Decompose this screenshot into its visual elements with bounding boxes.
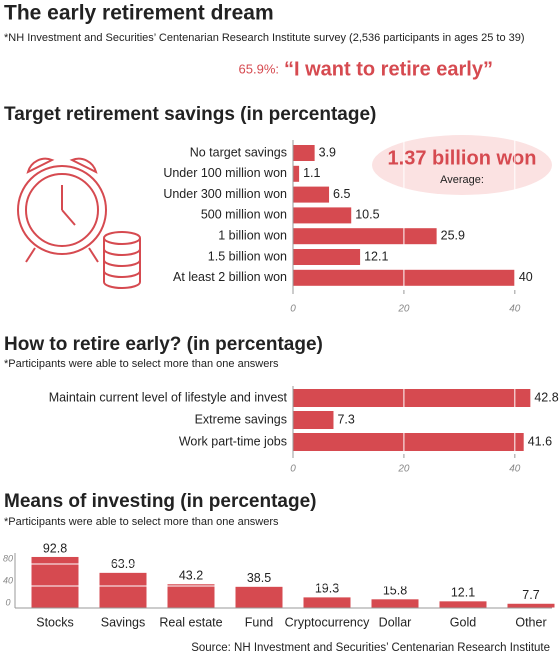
chart-title: Target retirement savings (in percentage… xyxy=(4,104,376,125)
annotation-text: 1.37 billion won xyxy=(388,147,537,169)
value-label: 15.8 xyxy=(383,584,407,598)
category-label: 1 billion won xyxy=(218,228,287,242)
y-tick-label: 0 xyxy=(5,597,10,607)
bar xyxy=(293,165,300,182)
value-label: 43.2 xyxy=(179,569,203,583)
chart-note: *Participants were able to select more t… xyxy=(4,516,279,528)
value-label: 12.1 xyxy=(364,249,388,263)
source: Source: NH Investment and Securities’ Ce… xyxy=(191,642,550,654)
category-label: Extreme savings xyxy=(195,412,287,426)
category-label: Work part-time jobs xyxy=(179,434,287,448)
category-label: Dollar xyxy=(379,615,412,629)
value-label: 25.9 xyxy=(441,228,465,242)
value-label: 1.1 xyxy=(303,166,320,180)
bar xyxy=(293,207,352,224)
value-label: 41.6 xyxy=(528,434,552,448)
bar xyxy=(293,433,524,451)
page-title: The early retirement dream xyxy=(4,2,274,25)
category-label: Cryptocurrency xyxy=(285,615,370,629)
bar xyxy=(439,601,487,608)
bar xyxy=(303,597,351,608)
value-label: 10.5 xyxy=(355,208,379,222)
value-label: 42.8 xyxy=(534,390,558,404)
bar xyxy=(99,572,147,608)
value-label: 40 xyxy=(519,270,533,284)
category-label: Fund xyxy=(245,615,274,629)
value-label: 6.5 xyxy=(333,187,350,201)
bar xyxy=(235,586,283,608)
survey-note: *NH Investment and Securities’ Centenari… xyxy=(4,32,525,44)
category-label: Gold xyxy=(450,615,476,629)
category-label: Real estate xyxy=(159,615,222,629)
category-label: 500 million won xyxy=(201,208,287,222)
annotation-bubble xyxy=(372,135,552,195)
y-tick-label: 40 xyxy=(3,575,13,585)
bar xyxy=(167,584,215,608)
category-label: At least 2 billion won xyxy=(173,270,287,284)
x-tick-label: 20 xyxy=(397,464,410,475)
bar xyxy=(31,556,79,608)
chart-title: How to retire early? (in percentage) xyxy=(4,334,323,355)
value-label: 7.7 xyxy=(522,588,539,602)
x-tick-label: 0 xyxy=(290,464,296,475)
clock-icon xyxy=(17,157,141,289)
bar xyxy=(293,249,361,265)
category-label: 1.5 billion won xyxy=(208,249,287,263)
value-label: 38.5 xyxy=(247,571,271,585)
highlight-value: 65.9%: xyxy=(239,61,279,76)
x-tick-label: 40 xyxy=(509,304,521,315)
category-label: Savings xyxy=(101,615,145,629)
value-label: 12.1 xyxy=(451,586,475,600)
category-label: No target savings xyxy=(190,145,287,159)
bar xyxy=(293,145,315,161)
x-tick-label: 0 xyxy=(290,304,296,315)
bar xyxy=(507,603,555,608)
x-tick-label: 40 xyxy=(509,464,521,475)
value-label: 7.3 xyxy=(337,412,354,426)
bar xyxy=(371,599,419,608)
x-tick-label: 20 xyxy=(397,304,410,315)
y-tick-label: 80 xyxy=(3,553,13,563)
bar xyxy=(293,186,330,203)
bar xyxy=(293,411,334,429)
category-label: Under 100 million won xyxy=(163,166,287,180)
value-label: 92.8 xyxy=(43,541,67,555)
highlight-quote: “I want to retire early” xyxy=(284,58,493,80)
bar xyxy=(293,389,531,407)
category-label: Stocks xyxy=(36,615,74,629)
annotation-label: Average: xyxy=(440,174,484,186)
value-label: 19.3 xyxy=(315,582,339,596)
chart-note: *Participants were able to select more t… xyxy=(4,358,279,370)
value-label: 3.9 xyxy=(319,145,336,159)
category-label: Other xyxy=(515,615,546,629)
category-label: Maintain current level of lifestyle and … xyxy=(49,390,288,404)
category-label: Under 300 million won xyxy=(163,187,287,201)
chart-title: Means of investing (in percentage) xyxy=(4,491,317,512)
bar xyxy=(293,228,437,245)
